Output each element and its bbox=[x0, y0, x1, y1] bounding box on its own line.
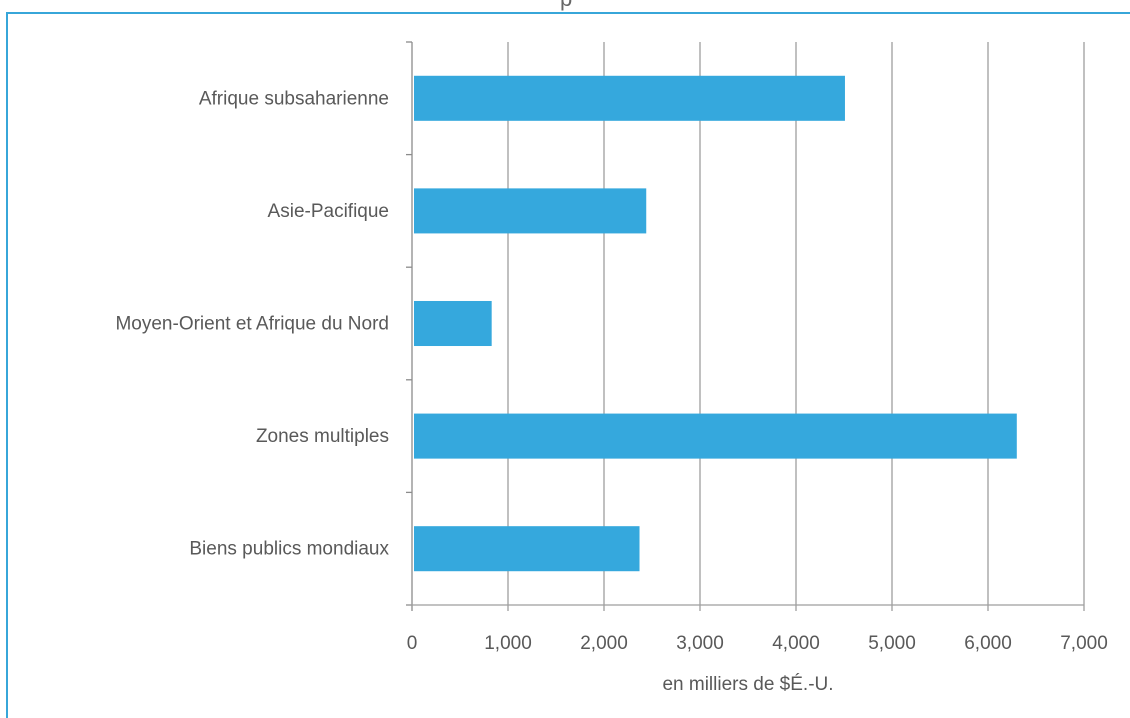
x-tick-label: 4,000 bbox=[772, 633, 820, 654]
category-label: Biens publics mondiaux bbox=[189, 539, 389, 560]
bar bbox=[414, 526, 640, 572]
category-label: Asie-Pacifique bbox=[268, 201, 389, 222]
category-label: Afrique subsaharienne bbox=[199, 88, 389, 109]
x-tick-label: 7,000 bbox=[1060, 633, 1108, 654]
bar bbox=[414, 75, 845, 121]
bar bbox=[414, 300, 492, 347]
category-label: Zones multiples bbox=[256, 426, 389, 447]
x-tick-label: 1,000 bbox=[484, 633, 532, 654]
x-tick-label: 5,000 bbox=[868, 633, 916, 654]
category-label: Moyen-Orient et Afrique du Nord bbox=[115, 314, 389, 335]
category-labels: Afrique subsaharienne Asie-Pacifique Moyen… bbox=[115, 88, 389, 559]
x-tick-label: 0 bbox=[407, 633, 418, 654]
gridlines bbox=[507, 42, 1085, 611]
bar bbox=[414, 413, 1017, 459]
axes bbox=[406, 41, 1084, 611]
x-axis-title: en milliers de $É.-U. bbox=[662, 674, 833, 695]
frame-top-border bbox=[6, 12, 1130, 14]
x-tick-label: 6,000 bbox=[964, 633, 1012, 654]
frame-left-border bbox=[6, 12, 8, 718]
x-tick-labels: 0 1,000 2,000 3,000 4,000 5,000 6,000 7,000 bbox=[407, 633, 1108, 654]
bar bbox=[414, 188, 647, 234]
chart-title-fragment: p bbox=[560, 0, 572, 12]
x-tick-label: 2,000 bbox=[580, 633, 628, 654]
bars bbox=[414, 75, 1017, 572]
x-tick-label: 3,000 bbox=[676, 633, 724, 654]
